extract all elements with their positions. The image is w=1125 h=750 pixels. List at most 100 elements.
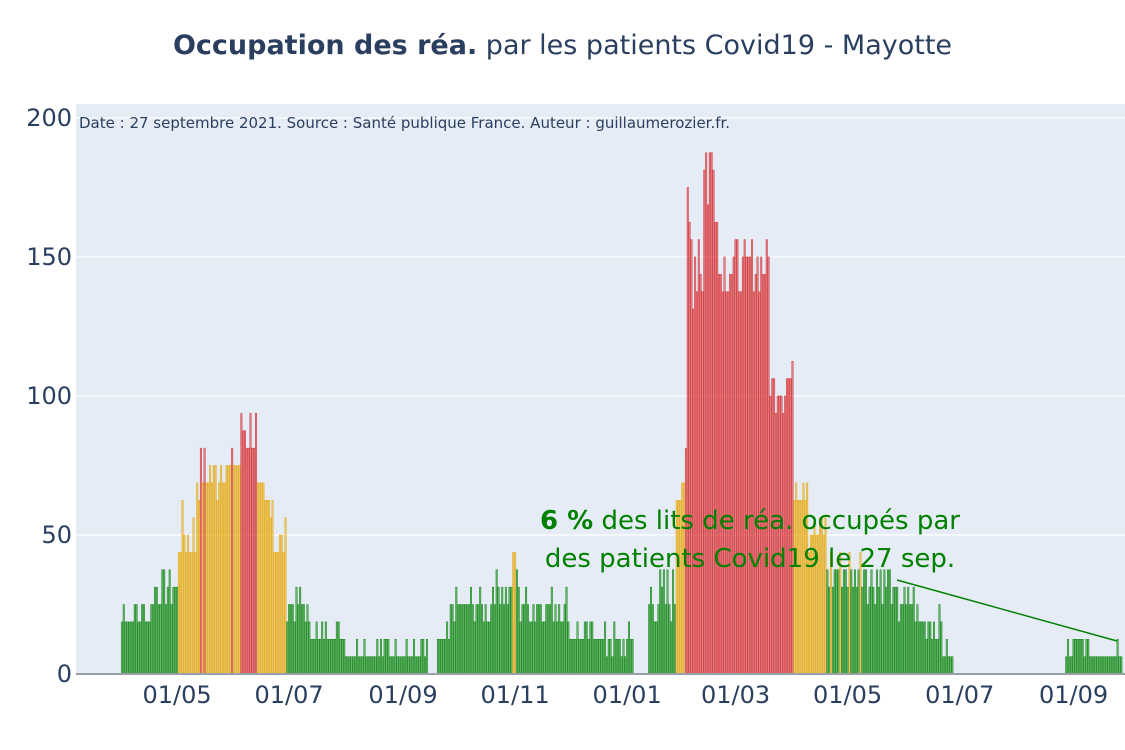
bar [337,621,340,675]
x-tick-label: 01/01 [593,681,662,709]
bar [910,604,913,675]
x-tick-label: 01/05 [813,681,882,709]
bar [938,604,941,675]
bar [462,604,465,675]
bar [1098,656,1101,675]
bar [1116,639,1119,675]
bar [659,569,662,675]
bar [718,274,720,675]
bar [1070,656,1073,675]
bar [1072,639,1075,675]
bar [583,621,586,675]
bar [921,621,924,675]
bar [310,639,313,675]
bar [306,604,309,675]
bar [477,604,480,675]
bar [449,604,452,675]
bar [238,465,241,675]
bar [887,569,889,675]
bar [458,604,461,675]
bar [585,621,588,675]
bar [901,604,904,675]
bar [916,604,919,675]
bar [424,656,427,675]
bar [457,604,460,675]
bar [831,586,834,675]
bar [1092,656,1095,675]
bar [346,656,349,675]
bar [403,656,406,675]
bar [152,604,155,675]
bar [694,256,697,675]
bar [947,656,950,675]
bar [763,274,766,675]
bar [765,239,768,675]
bar [670,621,673,675]
bar [407,656,410,675]
bar [486,621,489,675]
bar [341,639,344,675]
bar [754,274,757,675]
bar [233,465,235,675]
bar [267,500,270,675]
bar [302,604,305,675]
bar [361,656,364,675]
x-tick-label: 01/09 [368,681,437,709]
bar [905,604,908,675]
bar [648,604,651,675]
bar [289,604,292,675]
bar [631,639,634,675]
bar [146,621,149,675]
bar [931,639,934,675]
bar [170,604,173,675]
bar [589,621,592,675]
bar [572,639,575,675]
bar [324,621,327,675]
annotation-value: 6 % [540,506,594,536]
bar [492,586,494,675]
bar [594,639,597,675]
bar [876,569,878,675]
bar [400,656,403,675]
bar [159,604,162,675]
bar [473,621,476,675]
y-tick-label: 100 [26,382,72,410]
bar [519,621,522,675]
bar [550,586,553,675]
bar [363,639,366,675]
bar [157,604,160,675]
bar [479,586,482,675]
bar [517,586,520,675]
bar [205,482,208,675]
bar [475,604,478,675]
bar [339,639,342,675]
bar [497,586,500,675]
x-tick-label: 01/11 [480,681,549,709]
bar [1076,639,1079,675]
bar [861,586,864,675]
bar [209,465,212,675]
bar [245,447,248,675]
bar [1105,656,1108,675]
bar [216,500,219,675]
bar [907,586,910,675]
bar [561,621,564,675]
bar [179,552,182,675]
bar [903,586,906,675]
bar [929,621,932,675]
bar [526,604,529,675]
bar [236,465,239,675]
bar [368,656,371,675]
bar [909,604,912,675]
bar [130,621,133,675]
bar [481,604,483,675]
bar [673,604,676,675]
bar [515,569,518,675]
bar [899,604,902,675]
bar [409,656,412,675]
bar [574,639,577,675]
bar [166,586,169,675]
bar [317,639,320,675]
x-tick-label: 01/07 [925,681,994,709]
bar [493,604,496,675]
